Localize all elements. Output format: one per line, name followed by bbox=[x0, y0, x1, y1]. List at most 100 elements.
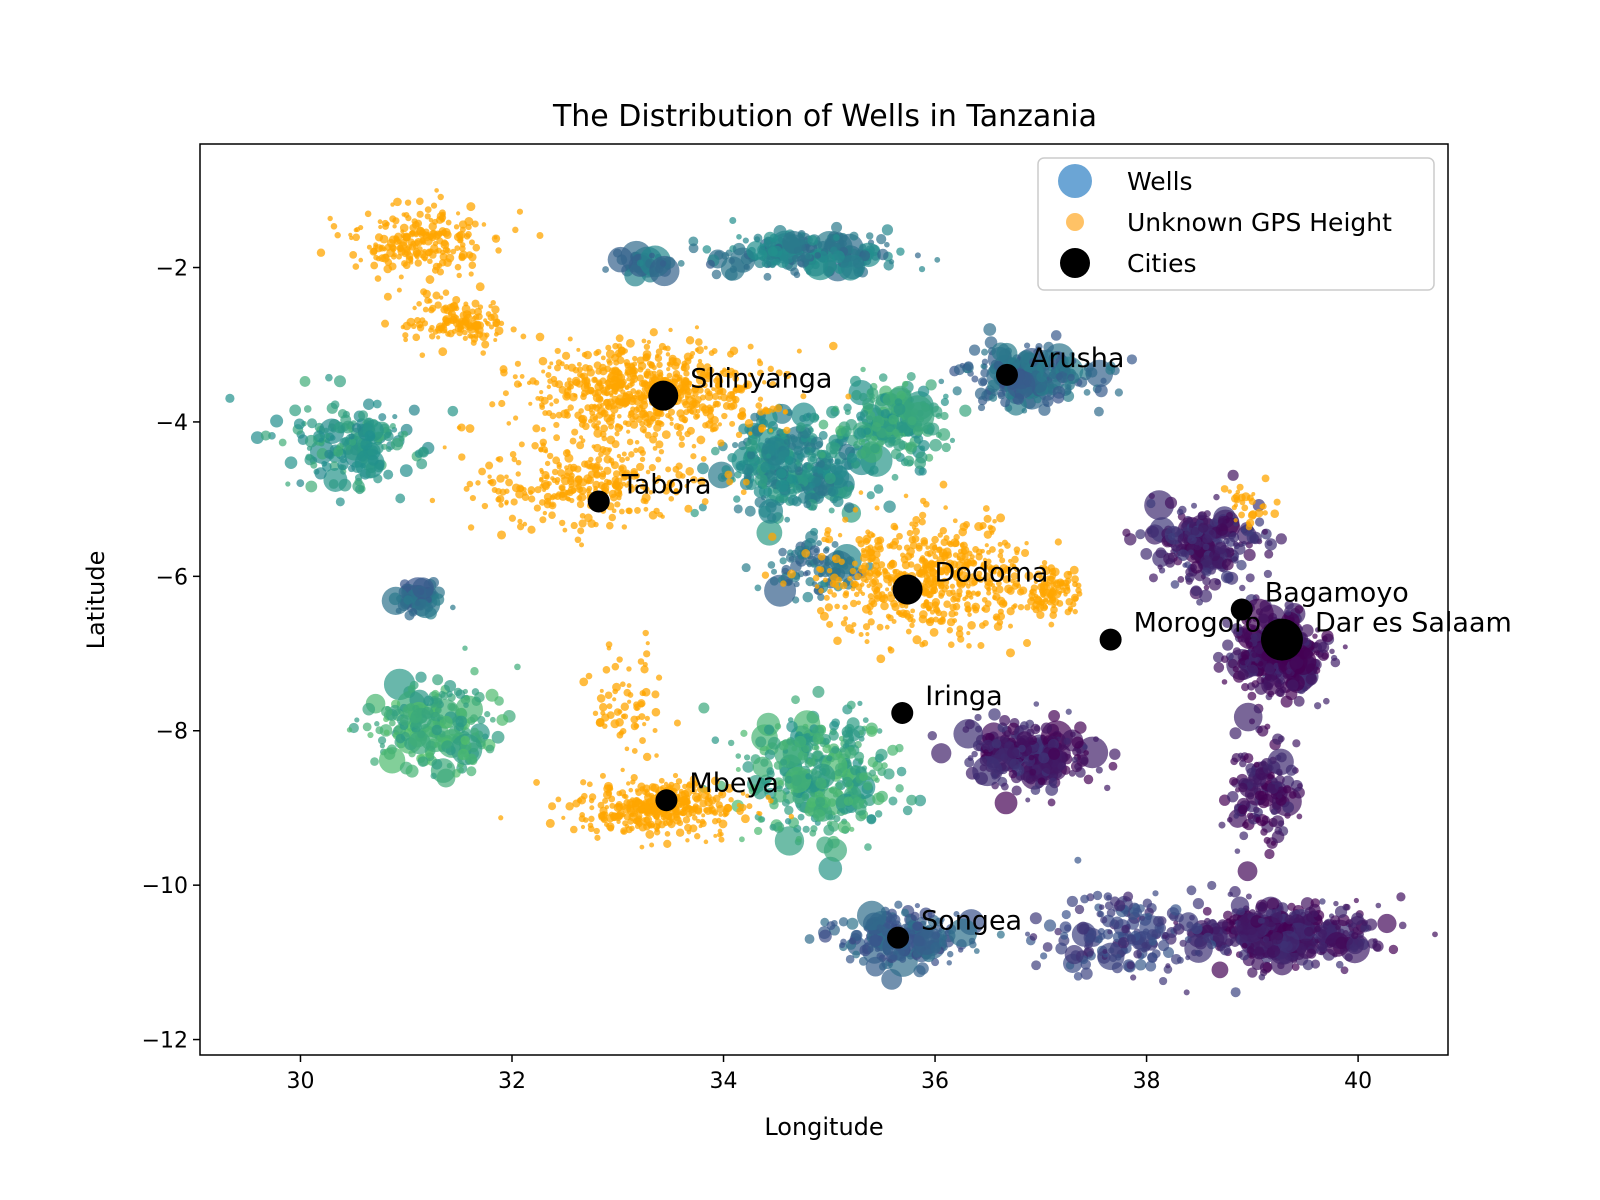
unknown-gps-height-point bbox=[667, 408, 675, 416]
unknown-gps-height-point bbox=[364, 210, 372, 218]
well-point bbox=[814, 252, 822, 259]
well-point bbox=[385, 446, 392, 452]
well-point bbox=[895, 784, 904, 793]
unknown-gps-height-point bbox=[641, 338, 647, 344]
well-point bbox=[1135, 529, 1146, 540]
well-point bbox=[843, 796, 854, 806]
well-point bbox=[1198, 522, 1209, 533]
well-point bbox=[346, 727, 353, 733]
well-point bbox=[733, 495, 741, 503]
well-point bbox=[811, 466, 818, 473]
unknown-gps-height-point bbox=[586, 485, 593, 492]
unknown-gps-height-point bbox=[655, 414, 661, 420]
unknown-gps-height-point bbox=[608, 390, 614, 396]
well-point bbox=[750, 412, 760, 422]
unknown-gps-height-point bbox=[352, 233, 360, 242]
unknown-gps-height-point bbox=[454, 263, 462, 271]
well-point bbox=[1190, 560, 1203, 574]
well-point bbox=[367, 731, 374, 739]
well-point bbox=[1330, 915, 1341, 926]
unknown-gps-height-point bbox=[717, 422, 723, 427]
well-point bbox=[1257, 725, 1269, 737]
well-point bbox=[859, 772, 869, 782]
well-point bbox=[788, 754, 794, 760]
well-point bbox=[866, 415, 873, 422]
well-point bbox=[407, 684, 416, 693]
unknown-gps-height-point bbox=[608, 414, 616, 421]
well-point bbox=[711, 269, 722, 280]
well-point bbox=[602, 266, 609, 273]
well-point bbox=[421, 706, 434, 719]
well-point bbox=[1094, 406, 1104, 417]
well-point bbox=[742, 237, 749, 244]
well-point bbox=[1047, 798, 1056, 807]
well-point bbox=[450, 604, 456, 611]
well-point bbox=[395, 493, 406, 504]
well-point bbox=[783, 438, 790, 445]
unknown-gps-height-point bbox=[539, 467, 544, 473]
well-point bbox=[914, 902, 920, 909]
well-point bbox=[1074, 904, 1085, 915]
well-point bbox=[981, 358, 989, 366]
unknown-gps-height-point bbox=[618, 508, 625, 515]
unknown-gps-height-point bbox=[581, 392, 586, 398]
well-point bbox=[1297, 783, 1303, 789]
well-point bbox=[1043, 341, 1054, 353]
well-point bbox=[937, 428, 951, 441]
well-point bbox=[1157, 564, 1163, 570]
well-point bbox=[871, 435, 878, 442]
unknown-gps-height-point bbox=[735, 431, 743, 439]
unknown-gps-height-point bbox=[680, 378, 690, 388]
well-point bbox=[1000, 397, 1011, 408]
well-point bbox=[766, 453, 772, 459]
unknown-gps-height-point bbox=[513, 415, 519, 421]
well-point bbox=[1245, 573, 1255, 583]
unknown-gps-height-point bbox=[463, 485, 470, 492]
unknown-gps-height-point bbox=[526, 380, 532, 386]
unknown-gps-height-point bbox=[578, 408, 584, 414]
unknown-gps-height-point bbox=[629, 372, 638, 380]
well-point bbox=[755, 736, 767, 748]
well-point bbox=[850, 375, 862, 387]
unknown-gps-height-point bbox=[549, 402, 554, 407]
unknown-gps-height-point bbox=[558, 519, 566, 527]
unknown-gps-height-point bbox=[630, 368, 635, 373]
unknown-gps-height-point bbox=[589, 410, 596, 416]
well-point bbox=[1272, 733, 1284, 745]
well-point bbox=[1042, 395, 1054, 407]
well-point bbox=[815, 796, 826, 808]
well-point bbox=[1073, 972, 1083, 981]
well-point bbox=[941, 442, 951, 453]
well-point bbox=[953, 719, 983, 749]
well-point bbox=[1114, 900, 1126, 912]
unknown-gps-height-point bbox=[509, 451, 517, 458]
well-point bbox=[1038, 752, 1050, 764]
well-point bbox=[1094, 384, 1108, 398]
unknown-gps-height-point bbox=[578, 435, 584, 440]
unknown-gps-height-point bbox=[370, 261, 379, 270]
unknown-gps-height-point bbox=[522, 521, 528, 527]
well-point bbox=[878, 373, 888, 382]
well-point bbox=[896, 390, 906, 400]
unknown-gps-height-point bbox=[607, 447, 613, 453]
unknown-gps-height-point bbox=[782, 409, 789, 415]
well-point bbox=[744, 754, 751, 761]
well-point bbox=[1213, 662, 1225, 673]
well-point bbox=[284, 456, 298, 470]
well-point bbox=[1237, 907, 1246, 916]
unknown-gps-height-point bbox=[582, 364, 590, 372]
unknown-gps-height-point bbox=[522, 490, 528, 496]
well-point bbox=[1247, 682, 1256, 691]
well-point bbox=[1221, 679, 1228, 685]
well-point bbox=[1165, 557, 1175, 568]
well-point bbox=[278, 438, 287, 447]
well-point bbox=[1159, 976, 1168, 986]
well-point bbox=[763, 272, 772, 281]
well-point bbox=[801, 793, 809, 802]
well-point bbox=[990, 388, 999, 397]
well-point bbox=[415, 671, 427, 683]
well-point bbox=[754, 826, 763, 836]
unknown-gps-height-point bbox=[487, 479, 492, 485]
well-point bbox=[1071, 756, 1078, 763]
unknown-gps-height-point bbox=[608, 457, 615, 464]
